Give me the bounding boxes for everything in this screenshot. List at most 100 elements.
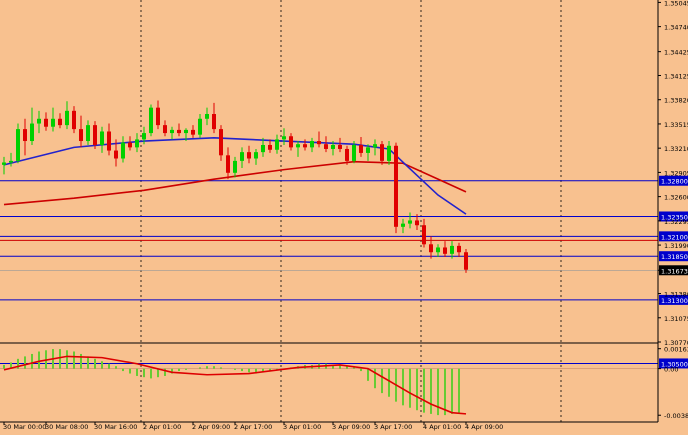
time-tick-label: 30 Mar 08:00 (45, 423, 88, 431)
level-tag (659, 175, 688, 186)
price-tick-label: 1.33210 (664, 145, 688, 153)
candle-body (254, 152, 258, 159)
price-tick-label: 1.34740 (664, 24, 688, 32)
level-tag-label: 1.32800 (661, 178, 688, 186)
time-tick-label: 30 Mar 16:00 (94, 423, 137, 431)
level-tag-label: 1.32350 (661, 213, 688, 221)
candle-body (464, 252, 468, 270)
price-tick-label: 1.32295 (664, 218, 688, 226)
candle-body (401, 223, 405, 227)
candle-body (198, 118, 202, 135)
candle-body (2, 162, 6, 165)
candle-body (422, 225, 426, 245)
candle-body (37, 118, 41, 124)
candle-body (163, 125, 167, 134)
candle-body (394, 145, 398, 227)
time-tick-label: 2 Apr 17:00 (234, 423, 272, 431)
level-tag (659, 358, 688, 369)
osc-tick-label: 0.00 (664, 366, 678, 374)
candle-body (86, 125, 90, 142)
candle-body (177, 129, 181, 134)
time-tick-label: 2 Apr 01:00 (143, 423, 181, 431)
candle-body (233, 160, 237, 173)
candle-body (345, 148, 349, 161)
candle-body (380, 144, 384, 161)
level-tag-label: 1.31300 (661, 297, 688, 305)
candle-body (170, 129, 174, 134)
candle-body (436, 247, 440, 253)
candles (2, 100, 468, 273)
candle-body (296, 144, 300, 148)
ma-red-line (3, 160, 467, 206)
candle-body (44, 118, 48, 127)
time-tick-label: 3 Apr 01:00 (283, 423, 321, 431)
price-tick-label: 1.31990 (664, 242, 688, 250)
time-tick-label: 2 Apr 09:00 (192, 423, 230, 431)
candle-body (121, 142, 125, 159)
candle-body (457, 245, 461, 253)
candle-body (23, 129, 27, 142)
candle-body (268, 144, 272, 150)
candle-body (135, 139, 139, 148)
candle-body (387, 145, 391, 161)
price-tick-label: 1.35045 (664, 0, 688, 7)
candle-body (205, 114, 209, 119)
price-tick-label: 1.31380 (664, 291, 688, 299)
level-tag (659, 251, 688, 262)
candle-body (303, 144, 307, 148)
time-tick-label: 3 Apr 17:00 (374, 423, 412, 431)
candle-body (450, 245, 454, 254)
candle-body (275, 139, 279, 150)
price-tick-label: 1.34125 (664, 72, 688, 80)
level-tag (659, 231, 688, 242)
candle-body (16, 129, 20, 161)
candle-body (226, 155, 230, 173)
level-tag-label: 1.32100 (661, 233, 688, 241)
osc-signal-line (3, 355, 467, 415)
candle-body (331, 144, 335, 149)
candle-body (58, 118, 62, 126)
candle-body (79, 129, 83, 142)
price-tick-label: 1.31075 (664, 315, 688, 323)
price-tick-label: 1.33820 (664, 97, 688, 105)
candle-body (128, 142, 132, 148)
candle-body (310, 141, 314, 148)
candle-body (408, 220, 412, 224)
candle-body (247, 152, 251, 159)
level-tag (659, 211, 688, 222)
candle-body (219, 129, 223, 156)
candle-body (184, 129, 188, 134)
candle-body (359, 144, 363, 153)
candle-body (30, 123, 34, 142)
candle-body (9, 160, 13, 163)
price-tick-label: 1.32905 (664, 169, 688, 177)
candle-body (352, 144, 356, 161)
candle-body (366, 147, 370, 153)
candle-body (65, 110, 69, 126)
vertical-gridlines (140, 0, 562, 422)
price-tick-label: 1.34425 (664, 49, 688, 57)
time-tick-label: 4 Apr 01:00 (423, 423, 461, 431)
osc-tick-label: 0.00163 (664, 346, 688, 354)
candle-body (149, 107, 153, 134)
candle-body (114, 150, 118, 159)
candle-body (373, 144, 377, 148)
candle-body (415, 220, 419, 226)
candle-body (107, 131, 111, 151)
candle-body (443, 247, 447, 254)
candle-body (429, 244, 433, 253)
price-tick-label: 1.33515 (664, 121, 688, 129)
candle-body (156, 107, 160, 126)
candle-body (191, 129, 195, 135)
candle-body (212, 114, 216, 130)
candle-body (72, 110, 76, 130)
candle-body (317, 141, 321, 145)
time-tick-label: 30 Mar 00:00 (3, 423, 46, 431)
level-tag-label: 1.31850 (661, 253, 688, 261)
candle-body (282, 136, 286, 140)
candle-body (289, 136, 293, 148)
